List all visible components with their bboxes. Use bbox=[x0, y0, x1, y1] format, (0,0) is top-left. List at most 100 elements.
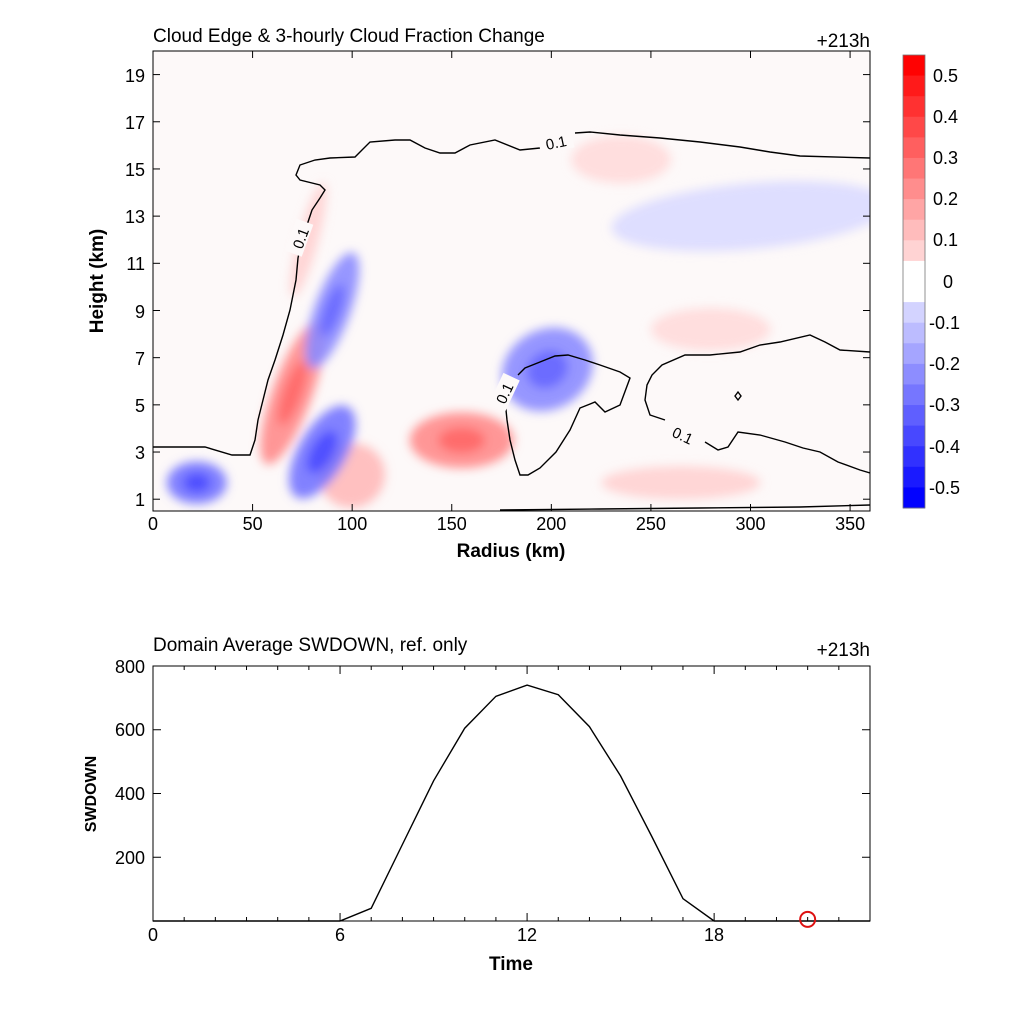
contour-label-left: 0.1 bbox=[290, 226, 313, 251]
y-tick-label: 11 bbox=[126, 254, 145, 274]
y-tick-label: 13 bbox=[125, 207, 145, 227]
contour-right-lower bbox=[704, 431, 870, 474]
y-tick-label: 9 bbox=[135, 302, 145, 322]
positive-anomaly bbox=[290, 182, 327, 297]
colorbar-swatch bbox=[903, 405, 925, 427]
colorbar-swatch bbox=[903, 157, 925, 180]
colorbar-swatch bbox=[903, 363, 925, 385]
y-tick-label: 19 bbox=[125, 66, 145, 86]
colorbar-swatch bbox=[903, 75, 925, 97]
negative-anomaly bbox=[611, 181, 870, 252]
colorbar-label: -0.5 bbox=[929, 478, 960, 498]
colorbar-swatch bbox=[903, 137, 925, 159]
contour-right bbox=[644, 334, 870, 421]
colorbar-label: 0.2 bbox=[933, 189, 958, 209]
y-tick-label: 600 bbox=[115, 720, 145, 740]
x-tick-label: 18 bbox=[704, 925, 724, 945]
heatmap-y-axis-label: Height (km) bbox=[87, 229, 108, 334]
line-chart-tick-marks bbox=[152, 665, 871, 921]
colorbar-swatch bbox=[903, 96, 925, 118]
contour-middle bbox=[504, 354, 631, 476]
colorbar-label: -0.3 bbox=[929, 395, 960, 415]
y-tick-label: 1 bbox=[135, 490, 145, 510]
cloud-edge-contours bbox=[153, 131, 870, 511]
colorbar-swatch bbox=[903, 219, 925, 241]
line-chart-panel: Domain Average SWDOWN, ref. only +213h 0… bbox=[83, 635, 871, 975]
colorbar-swatch bbox=[903, 343, 925, 365]
colorbar-label: -0.4 bbox=[929, 437, 960, 457]
y-tick-label: 3 bbox=[135, 443, 145, 463]
colorbar-swatch bbox=[903, 116, 925, 138]
x-tick-label: 100 bbox=[337, 514, 367, 534]
anomaly-core bbox=[526, 350, 568, 389]
line-chart-title: Domain Average SWDOWN, ref. only bbox=[153, 635, 468, 656]
x-tick-label: 250 bbox=[636, 514, 666, 534]
anomaly-core bbox=[320, 284, 345, 337]
anomaly-core bbox=[278, 360, 307, 426]
colorbar-label: -0.2 bbox=[929, 354, 960, 374]
y-tick-label: 400 bbox=[115, 784, 145, 804]
contour-bottom bbox=[499, 504, 870, 511]
line-chart-x-axis-label: Time bbox=[489, 954, 533, 975]
contour-main-right bbox=[574, 131, 870, 159]
colorbar-swatches bbox=[903, 55, 925, 509]
heatmap-panel: Cloud Edge & 3-hourly Cloud Fraction Cha… bbox=[87, 26, 871, 562]
colorbar-swatch bbox=[903, 466, 925, 488]
contour-label-top: 0.1 bbox=[544, 133, 568, 154]
colorbar-swatch bbox=[903, 260, 925, 282]
anomaly-core bbox=[183, 473, 211, 493]
y-tick-label: 17 bbox=[125, 113, 145, 133]
line-chart-frame bbox=[152, 665, 871, 922]
positive-anomaly bbox=[601, 466, 761, 500]
colorbar-swatch bbox=[903, 240, 925, 262]
colorbar-label: 0.5 bbox=[933, 66, 958, 86]
colorbar-swatch bbox=[903, 178, 925, 200]
y-tick-label: 800 bbox=[115, 657, 145, 677]
current-time-marker bbox=[799, 910, 817, 928]
heatmap-frame bbox=[152, 50, 871, 512]
colorbar-swatch bbox=[903, 302, 925, 324]
positive-anomaly bbox=[571, 135, 671, 184]
colorbar-label: 0 bbox=[943, 272, 953, 292]
positive-anomaly bbox=[650, 308, 771, 351]
colorbar-label: -0.1 bbox=[929, 313, 960, 333]
x-tick-label: 300 bbox=[735, 514, 765, 534]
x-tick-label: 12 bbox=[517, 925, 537, 945]
colorbar-swatch bbox=[903, 281, 925, 303]
line-chart-x-ticks: 0 6 12 18 bbox=[148, 925, 724, 945]
anomaly-core bbox=[307, 431, 338, 473]
y-tick-label: 7 bbox=[135, 349, 145, 369]
heatmap-x-ticks: 0 50 100 150 200 250 300 350 bbox=[148, 514, 865, 534]
colorbar-swatch bbox=[903, 322, 925, 344]
heatmap-time-label: +213h bbox=[817, 31, 870, 52]
colorbar-swatch bbox=[903, 199, 925, 221]
heatmap-tick-marks bbox=[152, 51, 870, 511]
heatmap-y-ticks: 1 3 5 7 9 11 13 15 17 19 bbox=[125, 66, 145, 510]
x-tick-label: 6 bbox=[335, 925, 345, 945]
y-tick-label: 5 bbox=[135, 396, 145, 416]
colorbar-labels: 0.5 0.4 0.3 0.2 0.1 0 -0.1 -0.2 -0.3 -0.… bbox=[929, 66, 960, 498]
x-tick-label: 0 bbox=[148, 925, 158, 945]
y-tick-label: 15 bbox=[125, 160, 145, 180]
heatmap-x-axis-label: Radius (km) bbox=[457, 541, 566, 562]
contour-main bbox=[153, 139, 541, 456]
swdown-series-line bbox=[153, 684, 870, 922]
x-tick-label: 50 bbox=[243, 514, 263, 534]
x-tick-label: 350 bbox=[835, 514, 865, 534]
colorbar-label: 0.3 bbox=[933, 148, 958, 168]
colorbar-label: 0.1 bbox=[933, 230, 958, 250]
line-chart-y-axis-label: SWDOWN bbox=[83, 756, 100, 832]
x-tick-label: 150 bbox=[437, 514, 467, 534]
colorbar-swatch bbox=[903, 487, 925, 509]
x-tick-label: 0 bbox=[148, 514, 158, 534]
anomaly-core bbox=[438, 427, 486, 453]
colorbar-swatch bbox=[903, 384, 925, 406]
colorbar-swatch bbox=[903, 425, 925, 447]
contour-labels: 0.1 0.1 0.1 0.1 bbox=[284, 129, 703, 451]
colorbar: 0.5 0.4 0.3 0.2 0.1 0 -0.1 -0.2 -0.3 -0.… bbox=[902, 54, 960, 509]
line-chart-y-ticks: 200 400 600 800 bbox=[115, 657, 145, 868]
y-tick-label: 200 bbox=[115, 848, 145, 868]
contour-small bbox=[734, 390, 742, 402]
colorbar-swatch bbox=[903, 446, 925, 468]
